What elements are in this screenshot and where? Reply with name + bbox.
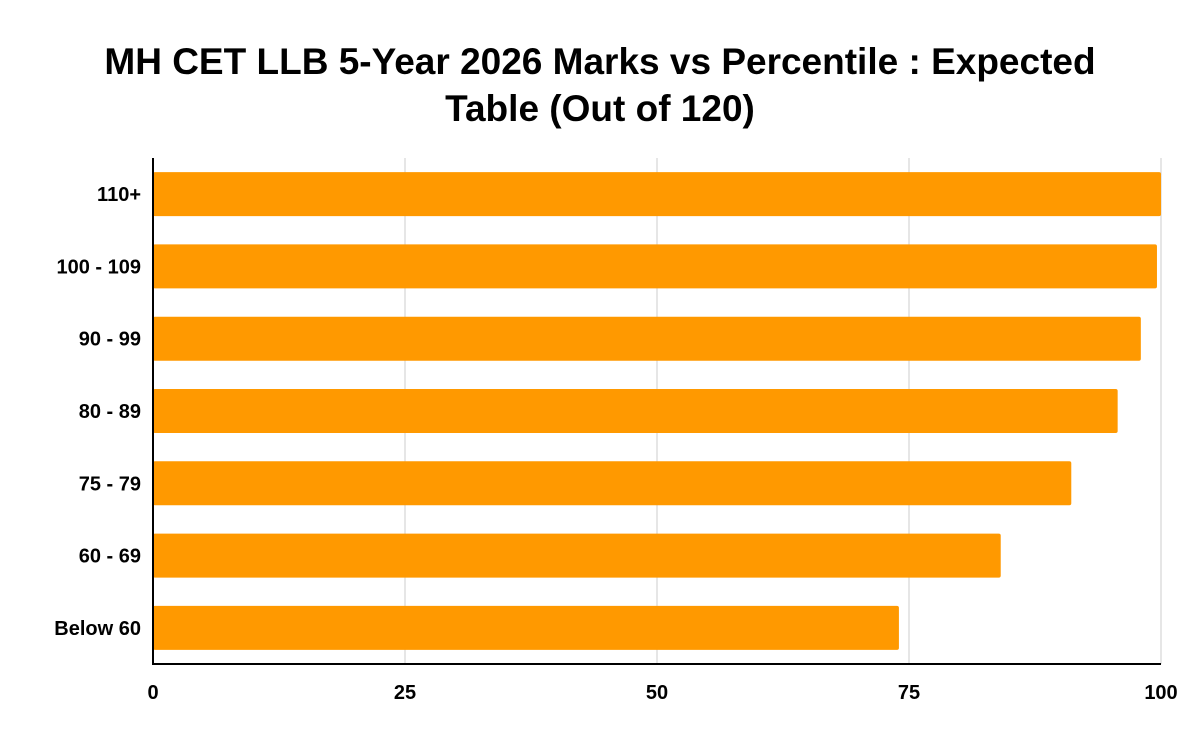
x-tick-label-1: 25 [394, 682, 416, 704]
category-label-6: Below 60 [54, 618, 141, 640]
bars [153, 172, 1161, 650]
chart-title-line-2: Table (Out of 120) [445, 88, 755, 129]
bar-1 [153, 244, 1157, 289]
x-tick-labels: 0 25 50 75 100 [147, 682, 1177, 704]
category-label-2: 90 - 99 [79, 329, 141, 351]
bar-2 [153, 316, 1141, 361]
category-labels: 110+ 100 - 109 90 - 99 80 - 89 75 - 79 60 - 6… [54, 184, 141, 640]
x-tick-label-2: 50 [646, 682, 668, 704]
chart-title-line-1: MH CET LLB 5-Year 2026 Marks vs Percenti… [104, 41, 1096, 82]
axes [152, 158, 1161, 665]
chart-title: MH CET LLB 5-Year 2026 Marks vs Percenti… [0, 38, 1200, 132]
bar-4 [153, 461, 1072, 506]
bar-0 [153, 172, 1161, 217]
x-tick-label-3: 75 [898, 682, 920, 704]
category-label-3: 80 - 89 [79, 401, 141, 423]
bar-6 [153, 605, 899, 650]
bar-3 [153, 389, 1118, 433]
category-label-5: 60 - 69 [79, 546, 141, 568]
x-tick-label-4: 100 [1144, 682, 1177, 704]
x-tick-label-0: 0 [147, 682, 158, 704]
bar-5 [153, 533, 1001, 578]
category-label-1: 100 - 109 [56, 256, 141, 278]
category-label-0: 110+ [97, 184, 141, 206]
category-label-4: 75 - 79 [79, 473, 141, 495]
